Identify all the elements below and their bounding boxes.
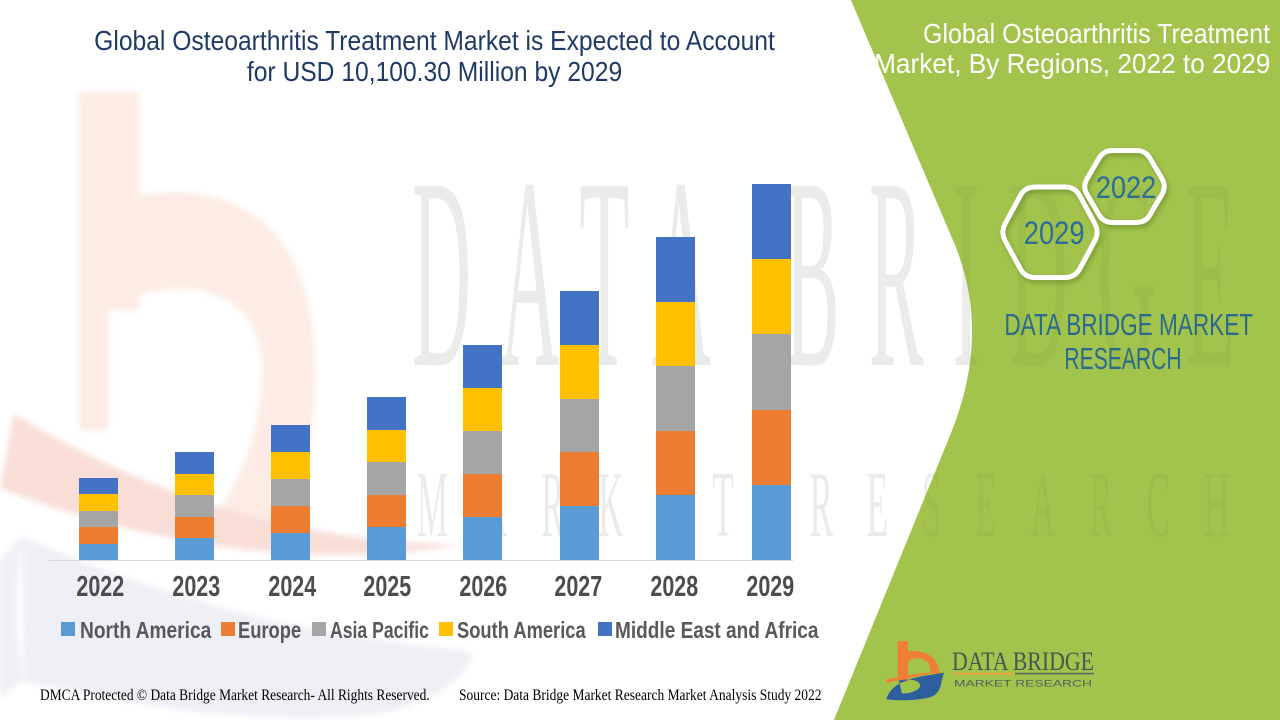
svg-text:DATA BRIDGE: DATA BRIDGE <box>952 647 1094 676</box>
svg-text:MARKET RESEARCH: MARKET RESEARCH <box>954 679 1092 690</box>
